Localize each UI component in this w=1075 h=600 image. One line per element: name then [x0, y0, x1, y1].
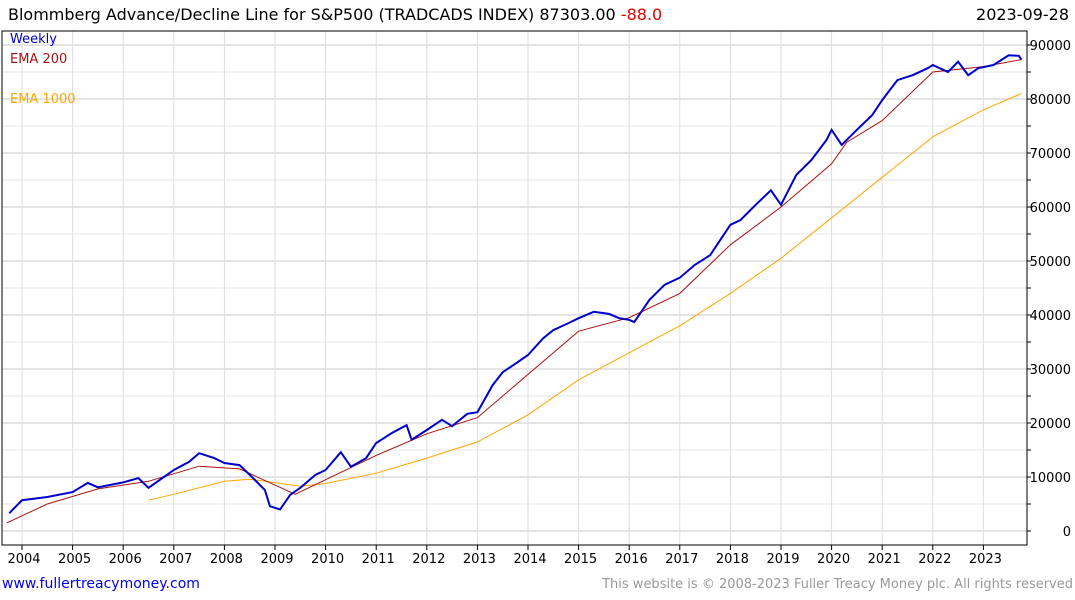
series-line-ema-200: [6, 59, 1022, 524]
x-tick-label: 2012: [412, 552, 445, 567]
x-tick-label: 2009: [260, 552, 293, 567]
x-tick-label: 2007: [159, 552, 192, 567]
title-text: Blommberg Advance/Decline Line for S&P50…: [8, 5, 616, 24]
copyright-text: This website is © 2008-2023 Fuller Treac…: [602, 577, 1073, 592]
y-tick-label: 70000: [1030, 147, 1071, 162]
legend-ema200: EMA 200: [10, 52, 68, 67]
y-tick-label: 50000: [1030, 255, 1071, 270]
plot-border: [1, 30, 1028, 546]
chart-title: Blommberg Advance/Decline Line for S&P50…: [8, 5, 662, 24]
chart-date: 2023-09-28: [976, 5, 1069, 24]
x-tick-label: 2008: [210, 552, 243, 567]
series-line-weekly: [8, 54, 1023, 514]
legend-weekly: Weekly: [10, 32, 57, 47]
x-tick-label: 2015: [564, 552, 597, 567]
legend-ema1000: EMA 1000: [10, 92, 76, 107]
y-tick-label: 90000: [1030, 39, 1071, 54]
x-tick-label: 2023: [969, 552, 1002, 567]
y-tick-label: 20000: [1030, 417, 1071, 432]
y-tick-label: 40000: [1030, 309, 1071, 324]
x-tick-label: 2020: [817, 552, 850, 567]
x-tick-label: 2021: [868, 552, 901, 567]
x-tick-label: 2022: [918, 552, 951, 567]
x-tick-label: 2018: [716, 552, 749, 567]
y-tick-label: 30000: [1030, 363, 1071, 378]
x-tick-label: 2019: [766, 552, 799, 567]
x-tick-label: 2014: [513, 552, 546, 567]
y-tick-label: 10000: [1030, 471, 1071, 486]
x-tick-label: 2010: [311, 552, 344, 567]
x-tick-label: 2013: [463, 552, 496, 567]
x-tick-label: 2005: [58, 552, 91, 567]
x-tick-label: 2004: [7, 552, 40, 567]
x-tick-label: 2006: [109, 552, 142, 567]
change-value: -88.0: [620, 5, 663, 24]
y-tick-label: 0: [1063, 525, 1071, 540]
x-tick-label: 2011: [362, 552, 395, 567]
y-tick-label: 80000: [1030, 93, 1071, 108]
y-tick-label: 60000: [1030, 201, 1071, 216]
x-tick-label: 2017: [665, 552, 698, 567]
x-tick-label: 2016: [615, 552, 648, 567]
website-link[interactable]: www.fullertreacymoney.com: [2, 576, 200, 592]
series-line-ema-1000: [148, 93, 1022, 501]
